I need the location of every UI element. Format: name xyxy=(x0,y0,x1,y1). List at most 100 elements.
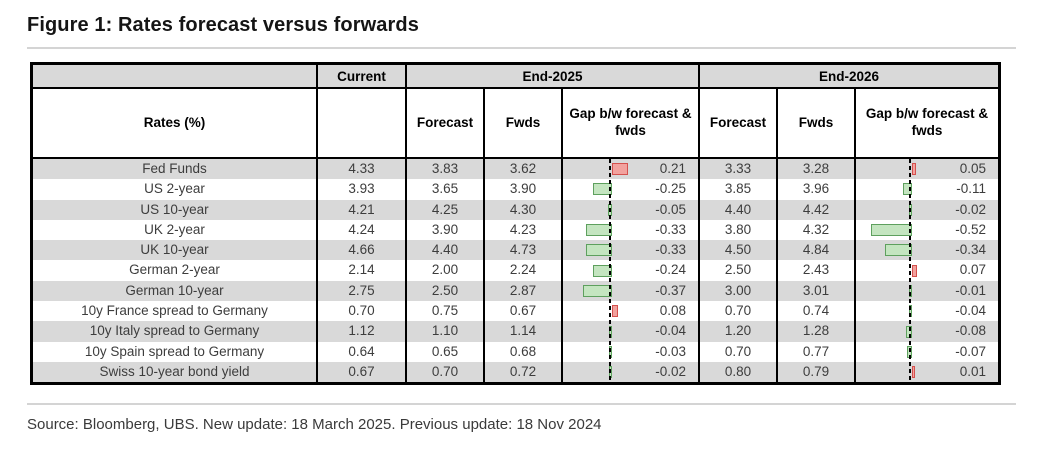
gap-bar-negative xyxy=(586,244,612,257)
table-row: 10y France spread to Germany 0.70 0.75 0.67… xyxy=(33,301,998,322)
row-label: German 2-year xyxy=(129,262,220,278)
gap-value: -0.11 xyxy=(956,181,986,197)
fwds-2026-value: 4.42 xyxy=(776,199,854,220)
gap-value: -0.05 xyxy=(655,201,686,217)
gap-bar-negative xyxy=(885,244,912,257)
current-value: 4.66 xyxy=(316,240,405,261)
forecast-2026-value: 4.50 xyxy=(698,240,776,261)
gap-2025-cell: -0.33 xyxy=(561,219,698,241)
header-fwds-2026: Fwds xyxy=(776,89,854,157)
gap-2026-cell: -0.02 xyxy=(854,199,998,220)
gap-2025-cell: -0.02 xyxy=(561,361,698,383)
gap-value: -0.04 xyxy=(955,303,986,319)
forecast-2026-value: 2.50 xyxy=(698,260,776,281)
gap-2025-cell: -0.05 xyxy=(561,199,698,220)
table-row: German 10-year 2.75 2.50 2.87 -0.37 3.00 3.01 -… xyxy=(33,280,998,302)
gap-2025-cell: 0.21 xyxy=(561,159,698,180)
fwds-2025-value: 2.87 xyxy=(483,280,561,302)
table-body: Fed Funds 4.33 3.83 3.62 0.21 3.33 3.28 0.05 US … xyxy=(33,159,998,383)
table-row: US 2-year 3.93 3.65 3.90 -0.25 3.85 3.96 -0.11 xyxy=(33,179,998,200)
gap-value: -0.52 xyxy=(955,221,986,237)
figure-title: Figure 1: Rates forecast versus forwards xyxy=(27,14,419,36)
gap-bar-positive xyxy=(612,163,629,176)
fwds-2025-value: 4.73 xyxy=(483,240,561,261)
table-row: German 2-year 2.14 2.00 2.24 -0.24 2.50 2.43 0.… xyxy=(33,260,998,281)
table-row: 10y Italy spread to Germany 1.12 1.10 1.14 -… xyxy=(33,321,998,342)
gap-value: 0.21 xyxy=(659,161,686,176)
footer-divider xyxy=(27,403,1016,406)
current-value: 4.24 xyxy=(316,219,405,241)
gap-2025-cell: -0.33 xyxy=(561,240,698,261)
gap-value: 0.08 xyxy=(659,303,686,319)
header-fwds-2025: Fwds xyxy=(483,89,561,157)
table-row: US 10-year 4.21 4.25 4.30 -0.05 4.40 4.42 -0.02 xyxy=(33,199,998,220)
gap-2026-cell: -0.07 xyxy=(854,341,998,362)
row-label: UK 10-year xyxy=(140,242,209,258)
report-figure: Figure 1: Rates forecast versus forwards… xyxy=(27,14,1016,434)
forecast-2025-value: 2.50 xyxy=(405,280,483,302)
forecast-2025-value: 3.65 xyxy=(405,179,483,200)
gap-2026-cell: -0.11 xyxy=(854,179,998,200)
gap-value: -0.33 xyxy=(655,242,686,258)
row-label: UK 2-year xyxy=(144,221,205,237)
forecast-2025-value: 0.65 xyxy=(405,341,483,362)
fwds-2025-value: 1.14 xyxy=(483,321,561,342)
forecast-2025-value: 0.70 xyxy=(405,361,483,383)
gap-value: -0.37 xyxy=(655,282,686,298)
gap-bar-negative xyxy=(583,284,612,297)
current-value: 0.70 xyxy=(316,301,405,322)
gap-2026-cell: 0.01 xyxy=(854,361,998,383)
current-value: 4.21 xyxy=(316,199,405,220)
gap-value: 0.07 xyxy=(959,262,986,278)
forecast-2026-value: 3.00 xyxy=(698,280,776,302)
gap-2025-cell: -0.37 xyxy=(561,280,698,302)
gap-2025-cell: -0.24 xyxy=(561,260,698,281)
gap-2026-cell: -0.04 xyxy=(854,301,998,322)
gap-bar-positive xyxy=(912,366,915,379)
gap-bar-negative xyxy=(586,224,612,237)
table-group-header-row: Current End-2025 End-2026 xyxy=(33,65,998,89)
gap-2026-cell: -0.08 xyxy=(854,321,998,342)
fwds-2025-value: 0.67 xyxy=(483,301,561,322)
forecast-2026-value: 3.33 xyxy=(698,159,776,180)
row-label: 10y Italy spread to Germany xyxy=(89,323,260,339)
gap-value: -0.07 xyxy=(955,343,986,359)
forecast-2026-value: 0.70 xyxy=(698,301,776,322)
row-label: US 10-year xyxy=(140,201,209,217)
forecast-2026-value: 3.85 xyxy=(698,179,776,200)
gap-bar-negative xyxy=(905,325,912,338)
gap-value: -0.02 xyxy=(955,201,986,217)
fwds-2025-value: 0.68 xyxy=(483,341,561,362)
gap-2025-cell: -0.25 xyxy=(561,179,698,200)
forecast-2026-value: 4.40 xyxy=(698,199,776,220)
header-gap-2026: Gap b/w forecast & fwds xyxy=(854,89,998,157)
gap-2026-cell: -0.01 xyxy=(854,280,998,302)
current-value: 1.12 xyxy=(316,321,405,342)
table-row: 10y Spain spread to Germany 0.64 0.65 0.68 -… xyxy=(33,341,998,362)
row-label: Fed Funds xyxy=(142,161,207,176)
fwds-2025-value: 4.23 xyxy=(483,219,561,241)
gap-2025-cell: -0.03 xyxy=(561,341,698,362)
fwds-2026-value: 0.77 xyxy=(776,341,854,362)
gap-2026-cell: 0.07 xyxy=(854,260,998,281)
current-value: 0.64 xyxy=(316,341,405,362)
gap-bar-negative xyxy=(592,183,612,196)
rates-forecast-table: Current End-2025 End-2026 Rates (%) Fore… xyxy=(30,62,1001,386)
forecast-2026-value: 3.80 xyxy=(698,219,776,241)
current-value: 2.75 xyxy=(316,280,405,302)
gap-value: -0.24 xyxy=(655,262,686,278)
gap-value: -0.02 xyxy=(655,363,686,379)
gap-bar-positive xyxy=(612,305,619,318)
row-label: German 10-year xyxy=(125,282,224,298)
table-row: Swiss 10-year bond yield 0.67 0.70 0.72 -0.0… xyxy=(33,361,998,383)
fwds-2026-value: 0.79 xyxy=(776,361,854,383)
current-value: 4.33 xyxy=(316,159,405,180)
gap-value: 0.05 xyxy=(959,161,986,176)
fwds-2025-value: 3.90 xyxy=(483,179,561,200)
table-row: UK 10-year 4.66 4.40 4.73 -0.33 4.50 4.84 -0.34 xyxy=(33,240,998,261)
source-note: Source: Bloomberg, UBS. New update: 18 M… xyxy=(27,416,602,434)
forecast-2026-value: 0.70 xyxy=(698,341,776,362)
row-label: 10y Spain spread to Germany xyxy=(84,343,265,359)
forecast-2025-value: 0.75 xyxy=(405,301,483,322)
current-value: 3.93 xyxy=(316,179,405,200)
